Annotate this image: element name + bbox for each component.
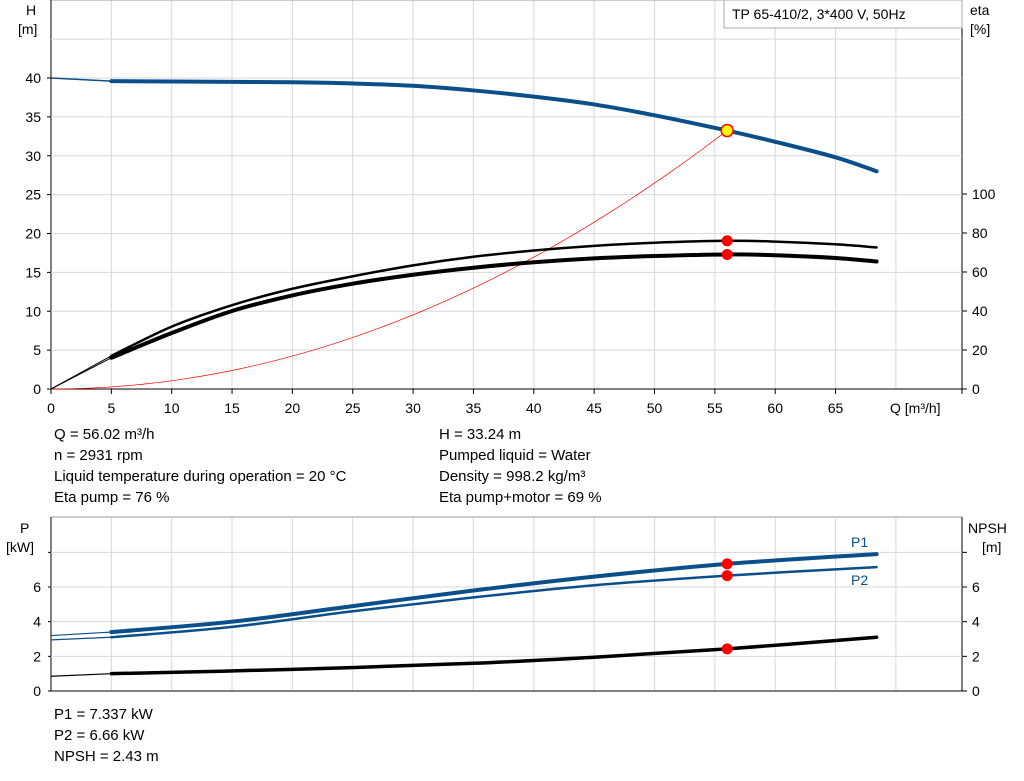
info-right: H = 33.24 m Pumped liquid = Water Densit… — [439, 424, 602, 508]
q-axis-label: Q [m³/h] — [890, 400, 941, 416]
chart-title: TP 65-410/2, 3*400 V, 50Hz — [732, 6, 906, 22]
info-n: n = 2931 rpm — [54, 447, 143, 464]
p-axis-label: P — [20, 520, 29, 536]
eta-tick-label: 20 — [972, 342, 988, 358]
q-tick-label: 25 — [345, 400, 361, 416]
h-tick-label: 35 — [25, 109, 41, 125]
P2-curve — [110, 565, 878, 639]
npsh-tick-label: 4 — [972, 614, 980, 630]
eta-tick-label: 100 — [972, 186, 996, 202]
q-tick-label: 35 — [466, 400, 482, 416]
info-density: Density = 998.2 kg/m³ — [439, 468, 586, 485]
q-tick-label: 40 — [526, 400, 542, 416]
eta-tick-label: 80 — [972, 225, 988, 241]
eta-axis-unit: [%] — [970, 21, 990, 37]
H-extrapolated-line — [50, 77, 112, 82]
npsh-axis-label: NPSH — [968, 520, 1007, 536]
npsh-axis-unit: [m] — [982, 539, 1001, 555]
npsh-tick-label: 2 — [972, 648, 980, 664]
info-temperature: Liquid temperature during operation = 20… — [54, 468, 347, 485]
info-q: Q = 56.02 m³/h — [54, 426, 155, 443]
duty-point-p2 — [721, 570, 733, 582]
info-eta-pump-motor: Eta pump+motor = 69 % — [439, 489, 602, 506]
system-curve — [50, 125, 734, 390]
p1-series-label: P1 — [851, 534, 868, 550]
info-p1: P1 = 7.337 kW — [54, 706, 153, 723]
p2-series-label: P2 — [851, 572, 868, 588]
q-tick-label: 60 — [767, 400, 783, 416]
P1-extrapolated-line — [50, 631, 112, 637]
h-tick-label: 5 — [33, 342, 41, 358]
h-tick-label: 30 — [25, 148, 41, 164]
eta-pump-motor-curve — [109, 252, 879, 360]
P2-extrapolated-line — [50, 636, 112, 641]
legend-box — [723, 0, 963, 29]
h-tick-label: 20 — [25, 226, 41, 242]
p-tick-label: 2 — [33, 648, 41, 664]
eta-pump-curve — [110, 239, 878, 358]
h-tick-label: 40 — [25, 70, 41, 86]
q-tick-label: 30 — [405, 400, 421, 416]
H-curve — [109, 79, 879, 174]
duty-point-p1 — [721, 558, 733, 570]
q-tick-label: 55 — [707, 400, 723, 416]
q-tick-label: 45 — [586, 400, 602, 416]
q-tick-label: 65 — [828, 400, 844, 416]
h-tick-label: 25 — [25, 187, 41, 203]
q-tick-label: 20 — [285, 400, 301, 416]
info-p2: P2 = 6.66 kW — [54, 727, 145, 744]
duty-point-eta-pump — [721, 235, 733, 247]
info-npsh: NPSH = 2.43 m — [54, 748, 159, 765]
h-axis-label: H — [26, 2, 36, 18]
h-axis-unit: [m] — [18, 21, 37, 37]
duty-point-h — [720, 123, 734, 138]
info-bottom: P1 = 7.337 kW P2 = 6.66 kW NPSH = 2.43 m — [54, 704, 159, 767]
info-eta-pump: Eta pump = 76 % — [54, 489, 170, 506]
q-tick-label: 10 — [164, 400, 180, 416]
p-tick-label: 6 — [33, 579, 41, 595]
info-liquid: Pumped liquid = Water — [439, 447, 591, 464]
info-h: H = 33.24 m — [439, 426, 522, 443]
h-tick-label: 0 — [33, 381, 41, 397]
q-tick-label: 15 — [224, 400, 240, 416]
h-tick-label: 15 — [25, 264, 41, 280]
p-tick-label: 4 — [33, 614, 41, 630]
npsh-tick-label: 0 — [972, 683, 980, 699]
q-tick-label: 50 — [647, 400, 663, 416]
duty-point-eta-pump-motor — [721, 248, 733, 260]
npsh-tick-label: 6 — [972, 579, 980, 595]
h-tick-label: 10 — [25, 303, 41, 319]
q-tick-label: 5 — [107, 400, 115, 416]
eta-axis-label: eta — [970, 2, 990, 18]
info-left: Q = 56.02 m³/h n = 2931 rpm Liquid tempe… — [54, 424, 346, 508]
eta-pump-motor-extrapolated-line — [50, 357, 112, 390]
eta-tick-label: 60 — [972, 264, 988, 280]
eta-tick-label: 0 — [972, 381, 980, 397]
NPSH-extrapolated-line — [50, 673, 112, 677]
NPSH-curve — [109, 635, 879, 676]
P1-curve — [109, 552, 879, 635]
p-axis-unit: [kW] — [6, 539, 34, 555]
q-tick-label: 0 — [47, 400, 55, 416]
eta-tick-label: 40 — [972, 303, 988, 319]
duty-point-npsh — [721, 643, 733, 655]
p-tick-label: 0 — [33, 683, 41, 699]
